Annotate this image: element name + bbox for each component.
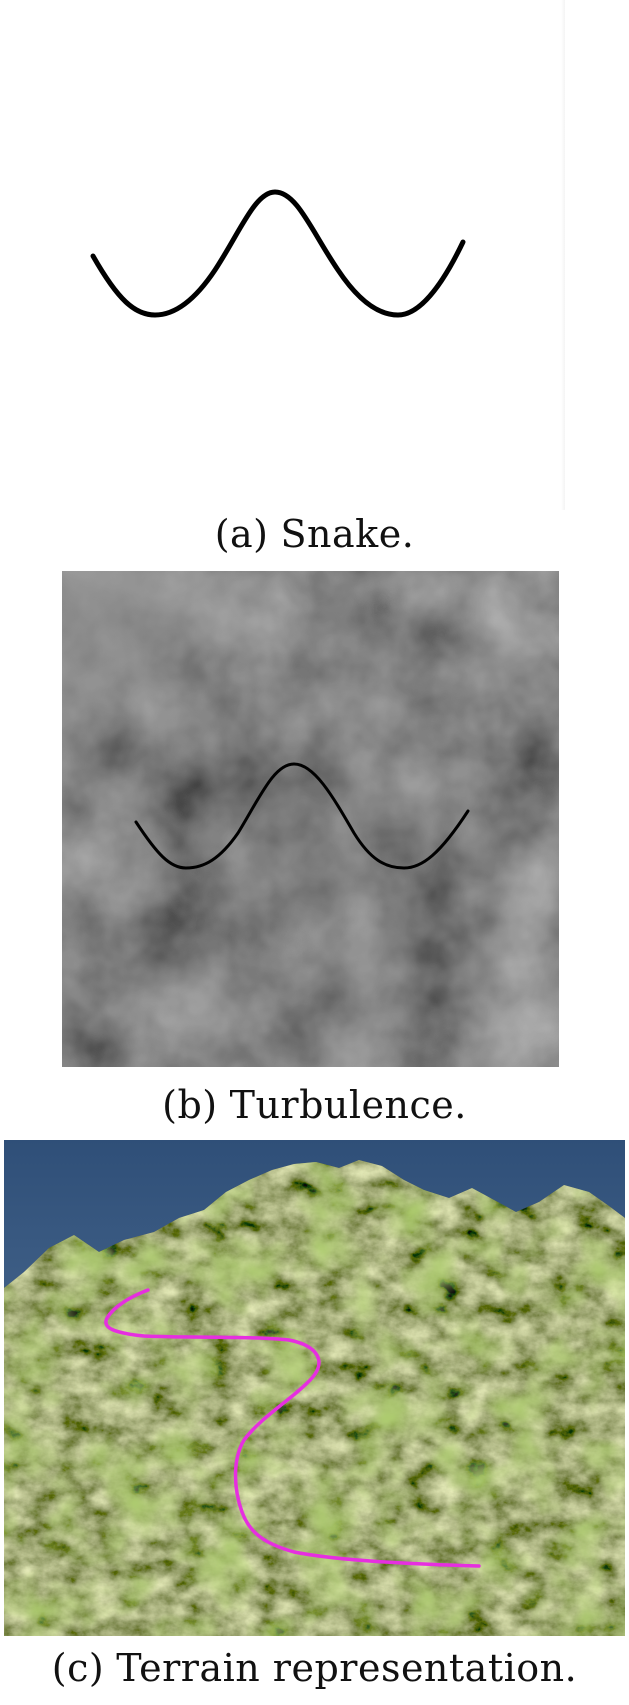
terrain-svg	[4, 1140, 625, 1636]
caption-c: (c) Terrain representation.	[0, 1646, 629, 1690]
caption-a: (a) Snake.	[0, 512, 629, 556]
caption-a-label: (a)	[214, 512, 269, 556]
caption-c-label: (c)	[51, 1646, 105, 1690]
caption-a-title: Snake.	[280, 512, 415, 556]
turbulence-snake-curve	[134, 762, 470, 870]
turbulence-figure	[62, 571, 559, 1067]
turbulence-shade	[62, 571, 559, 1067]
terrain-figure	[4, 1140, 625, 1636]
caption-c-title: Terrain representation.	[116, 1646, 578, 1690]
snake-svg	[90, 189, 466, 318]
panel-edge	[561, 0, 565, 510]
snake-figure	[0, 0, 565, 510]
caption-b-title: Turbulence.	[229, 1083, 467, 1127]
terrain-path-overlay	[104, 1288, 481, 1568]
caption-b: (b) Turbulence.	[0, 1083, 629, 1127]
caption-b-label: (b)	[162, 1083, 218, 1127]
snake-curve	[90, 189, 466, 318]
turbulence-svg	[62, 571, 559, 1067]
